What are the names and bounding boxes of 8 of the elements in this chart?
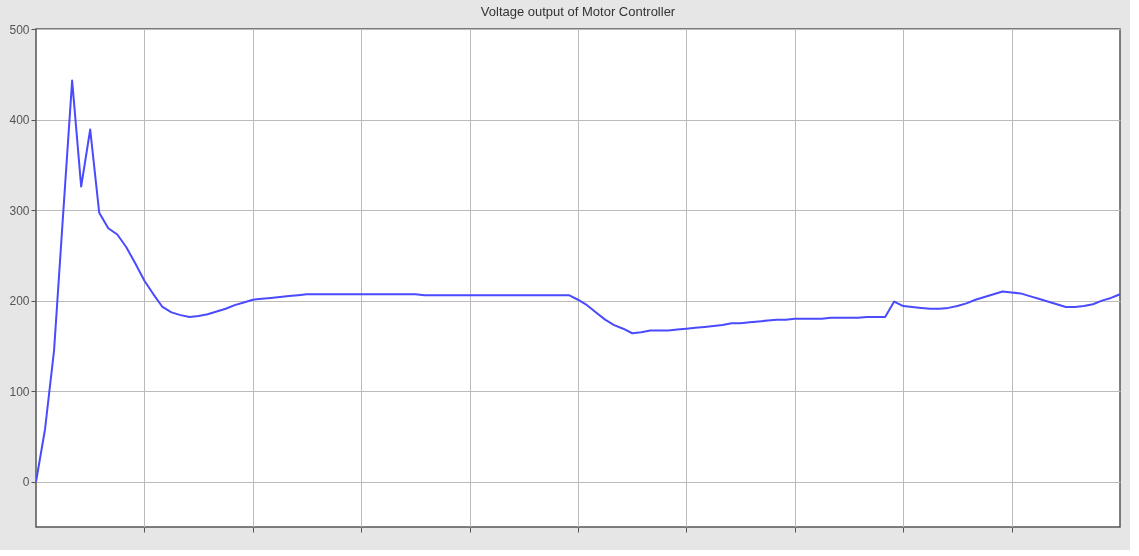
line-series: [36, 79, 1120, 483]
y-tick-label: 500: [9, 22, 30, 37]
y-tick-label: 400: [9, 113, 30, 128]
chart-title: Voltage output of Motor Controller: [480, 4, 676, 19]
y-tick-label: 300: [9, 203, 30, 218]
y-tick-label: 0: [22, 475, 30, 490]
y-tick-label: 100: [9, 384, 30, 399]
y-tick-label: 200: [9, 294, 30, 309]
